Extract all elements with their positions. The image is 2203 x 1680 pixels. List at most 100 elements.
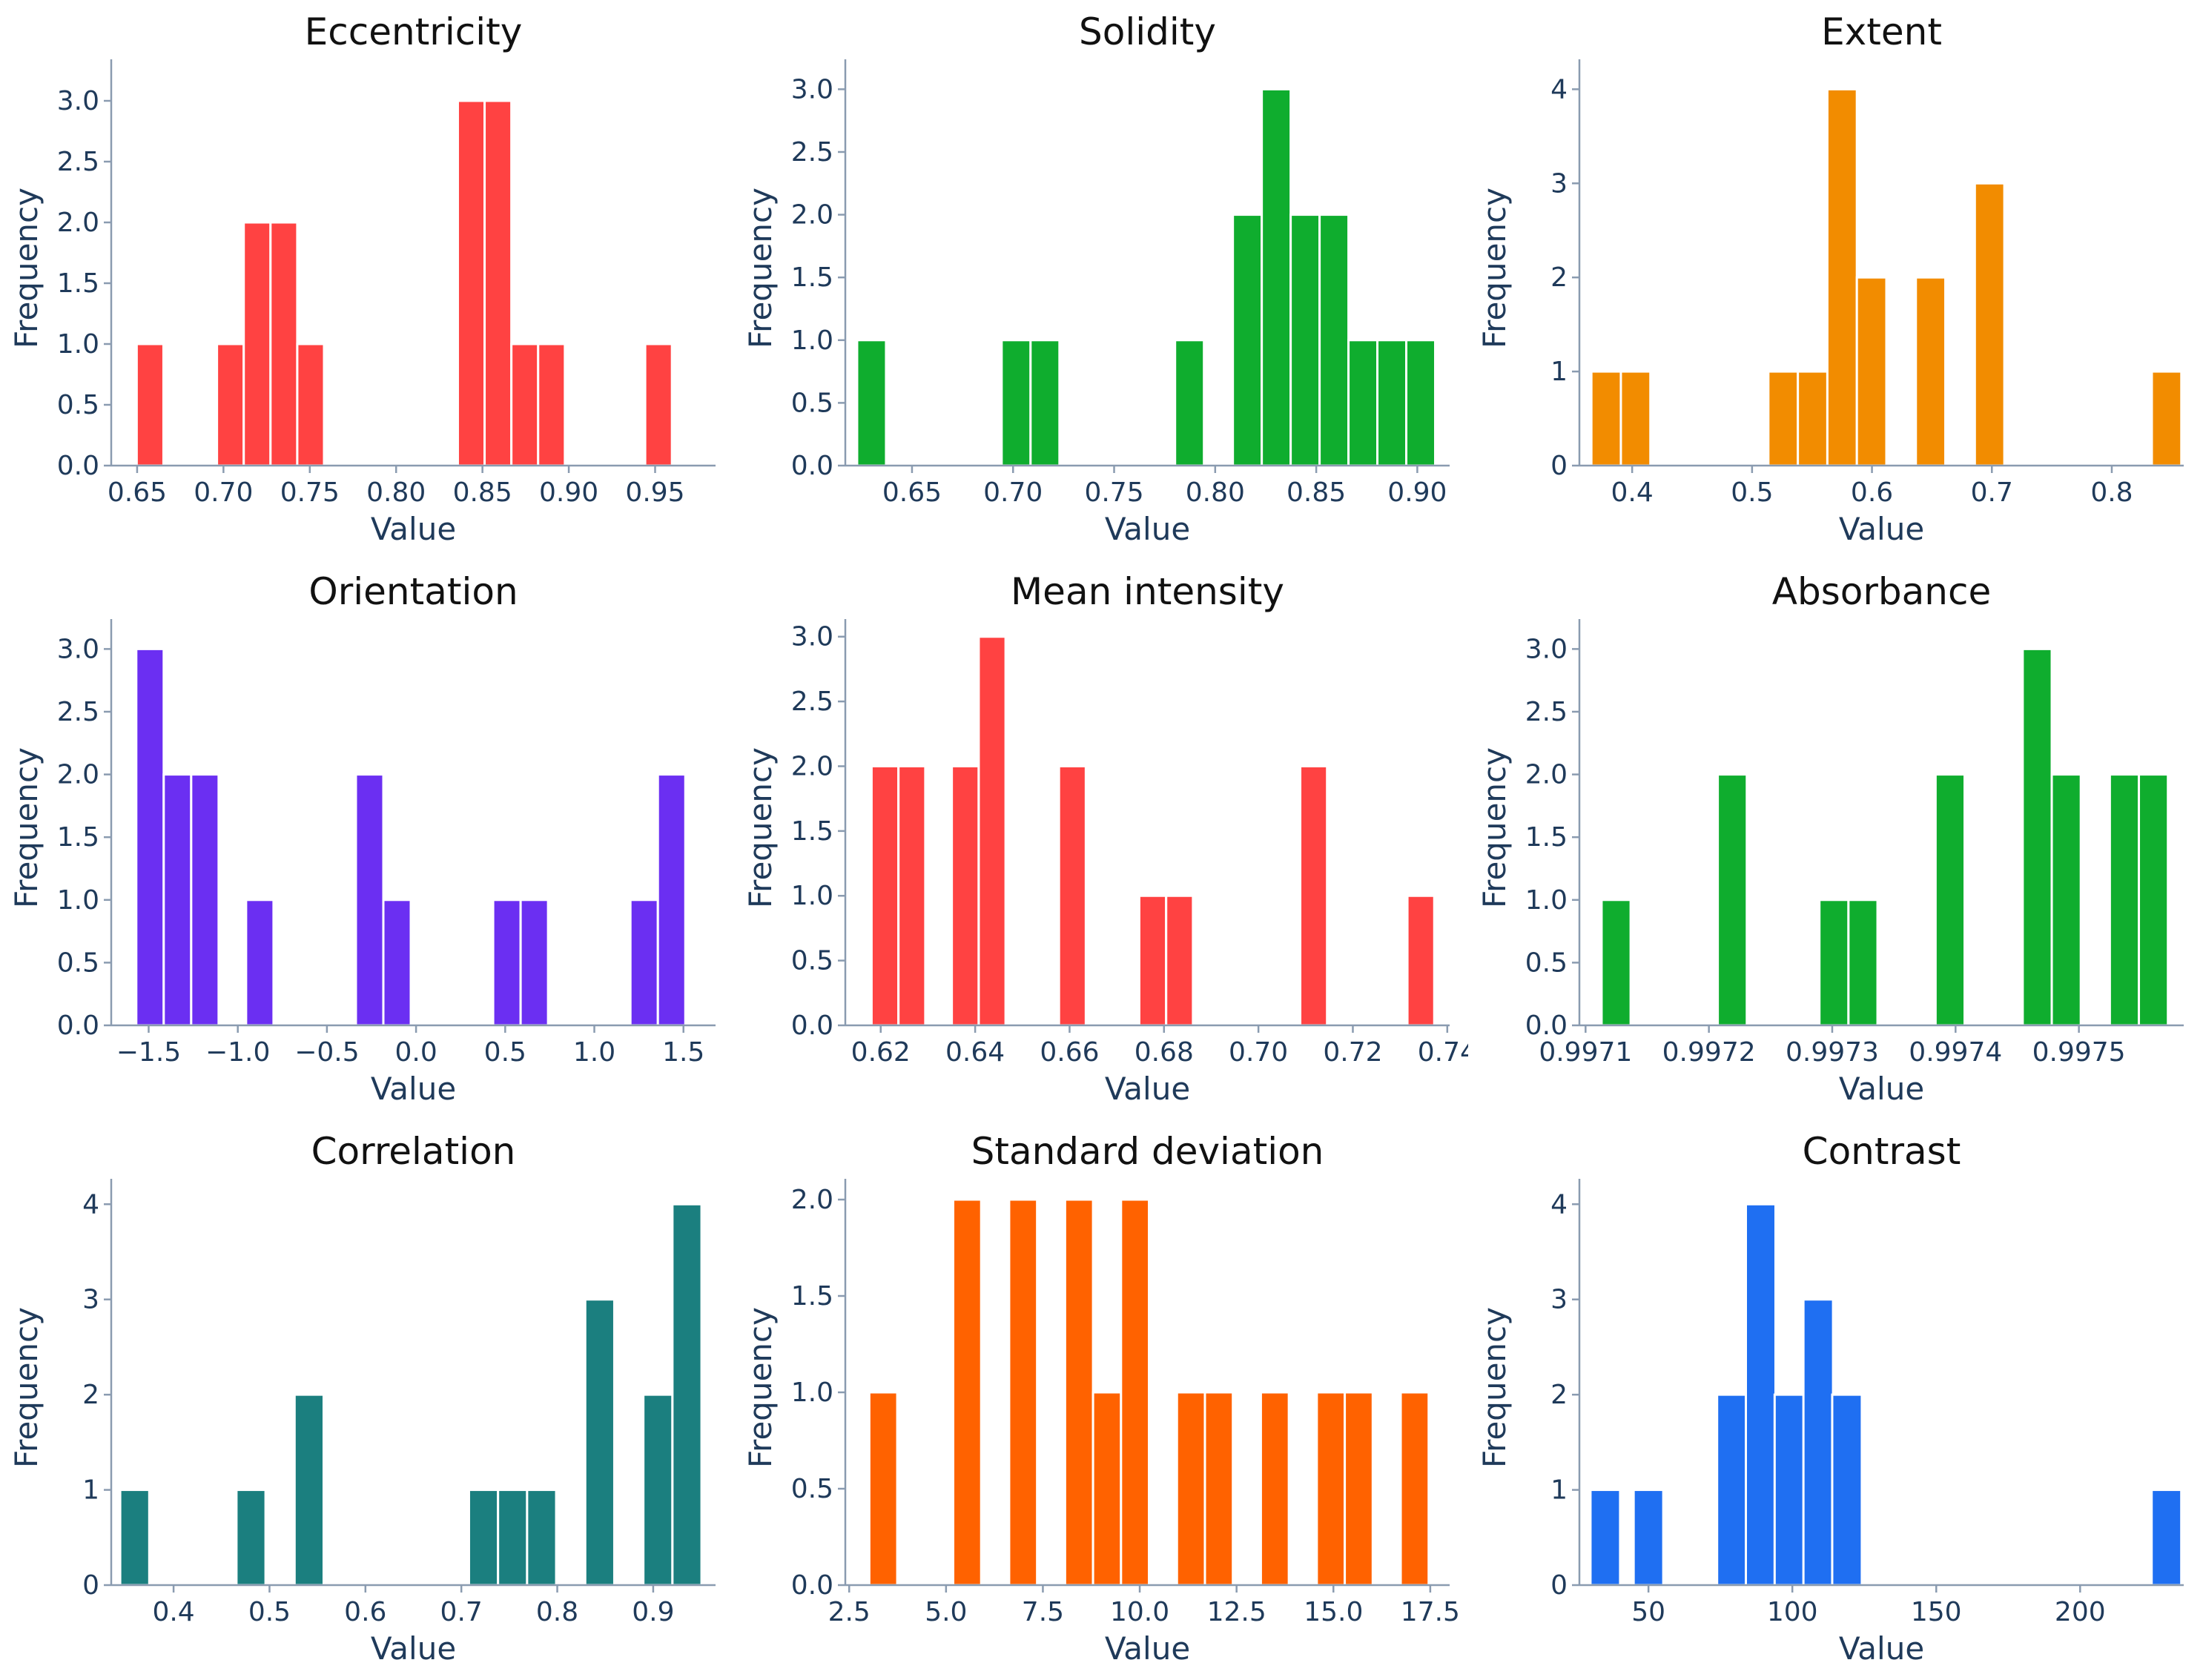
histogram-bar-5 <box>497 1489 529 1587</box>
y-tick-label-1-0: 1.0 <box>791 1378 833 1408</box>
x-tick-label-0-5: 0.5 <box>248 1597 291 1627</box>
histogram-bar-7 <box>1289 214 1321 467</box>
y-tick-label-1-0: 1.0 <box>57 885 99 916</box>
histogram-bar-10 <box>644 343 673 467</box>
histogram-bar-2 <box>216 343 245 467</box>
x-tick-label-0-74: 0.74 <box>1418 1037 1468 1068</box>
y-tick-label-4: 4 <box>1550 74 1568 105</box>
y-tick-label-2: 2 <box>1550 1380 1568 1410</box>
y-tick-label-2-5: 2.5 <box>57 147 99 177</box>
histogram-bar-8 <box>519 899 549 1027</box>
histogram-bar-4 <box>977 635 1007 1027</box>
x-tick-label-7-5: 7.5 <box>1022 1597 1064 1627</box>
x-tick-label-0-62: 0.62 <box>851 1037 911 1068</box>
y-tick-label-2-0: 2.0 <box>791 1185 833 1215</box>
histogram-bar-3 <box>1818 899 1850 1027</box>
y-tick-label-2-0: 2.0 <box>57 208 99 238</box>
x-tick-label-0-4: 0.4 <box>152 1597 194 1627</box>
y-tick-label-0: 0 <box>1550 1570 1568 1601</box>
y-tick-label-4: 4 <box>1550 1189 1568 1220</box>
y-tick-label-2-0: 2.0 <box>791 751 833 781</box>
x-tick-label-0-9975: 0.9975 <box>2032 1037 2126 1068</box>
histogram-bar-8 <box>2108 773 2141 1027</box>
chart-solidity: Solidity 0.65 0.70 0.75 0.80 0.85 0.90 0.0 0.5 1.… <box>742 10 1450 547</box>
y-axis-label: Frequency <box>742 188 779 348</box>
x-tick-label-0-7: 0.7 <box>440 1597 483 1627</box>
chart-eccentricity: Eccentricity 0.65 0.70 0.75 0.80 0.85 0.90 0.95… <box>8 10 716 547</box>
y-tick-label-2-5: 2.5 <box>791 137 833 168</box>
x-tick-label-0-72: 0.72 <box>1323 1037 1382 1068</box>
y-axis-label: Frequency <box>1476 1307 1513 1468</box>
chart-title: Absorbance <box>1772 570 1991 613</box>
histogram-bar-7 <box>483 99 513 467</box>
chart-title: Correlation <box>311 1130 516 1173</box>
x-tick-label-0-90: 0.90 <box>539 477 598 508</box>
y-tick-label-2-5: 2.5 <box>1525 697 1568 727</box>
histogram-bar-2 <box>1619 370 1652 467</box>
histogram-bar-6 <box>1120 1198 1151 1587</box>
chart-extent: Extent 0.4 0.5 0.6 0.7 0.8 0 1 2 3 4 Value Frequency <box>1476 10 2184 547</box>
histogram-bar-1 <box>870 764 900 1027</box>
histogram-bar-4 <box>1745 1203 1777 1587</box>
histogram-bar-5 <box>1826 87 1858 467</box>
y-tick-label-1-5: 1.5 <box>57 268 99 299</box>
y-tick-label-3-0: 3.0 <box>791 74 833 105</box>
y-tick-label-0-0: 0.0 <box>1525 1011 1568 1041</box>
histogram-bar-11 <box>1344 1391 1374 1587</box>
x-tick-label-0-80: 0.80 <box>1186 477 1245 508</box>
histogram-bar-7 <box>1915 276 1947 467</box>
histogram-bar-4 <box>269 221 299 467</box>
histogram-bar-8 <box>642 1393 674 1587</box>
histogram-bar-6 <box>1855 276 1888 467</box>
histogram-bar-1 <box>868 1391 899 1587</box>
x-tick-label-17-5: 17.5 <box>1401 1597 1460 1627</box>
histogram-bar-4 <box>245 899 275 1027</box>
y-tick-label-1-0: 1.0 <box>57 329 99 360</box>
x-tick-label-0-7: 0.7 <box>1971 477 2013 508</box>
chart-orientation: Orientation −1.5 −1.0 −0.5 0.0 0.5 1.0 1.5 0.0 0.… <box>8 570 716 1107</box>
x-tick-label-0-8: 0.8 <box>2090 477 2133 508</box>
x-tick-label-12-5: 12.5 <box>1207 1597 1266 1627</box>
histogram-bar-3 <box>1029 339 1061 467</box>
x-tick-label-0-68: 0.68 <box>1134 1037 1194 1068</box>
y-tick-label-1-0: 1.0 <box>791 881 833 911</box>
x-tick-label-200: 200 <box>2055 1597 2106 1627</box>
y-tick-label-2-0: 2.0 <box>57 760 99 790</box>
histogram-bar-4 <box>1174 339 1206 467</box>
x-axis-label: Value <box>1839 1071 1924 1107</box>
y-tick-label-1-5: 1.5 <box>791 816 833 847</box>
x-tick-label-0-9971: 0.9971 <box>1539 1037 1632 1068</box>
y-axis-label: Frequency <box>8 1307 44 1468</box>
y-tick-label-0-5: 0.5 <box>791 388 833 418</box>
y-tick-label-2: 2 <box>1550 262 1568 293</box>
histogram-bar-10 <box>656 773 687 1027</box>
x-tick-label-0-9974: 0.9974 <box>1909 1037 2002 1068</box>
y-tick-label-0-5: 0.5 <box>791 946 833 976</box>
x-tick-label-1-5: 1.5 <box>662 1037 704 1068</box>
y-tick-label-0-0: 0.0 <box>791 1011 833 1041</box>
y-tick-label-0-5: 0.5 <box>57 390 99 420</box>
histogram-bar-9 <box>537 343 567 467</box>
chart-title: Standard deviation <box>971 1130 1324 1173</box>
y-axis-label: Frequency <box>8 747 44 908</box>
chart-title: Contrast <box>1803 1130 1961 1173</box>
histogram-bar-2 <box>897 764 927 1027</box>
histogram-bar-2 <box>235 1489 267 1587</box>
y-tick-label-1-5: 1.5 <box>791 262 833 293</box>
y-tick-label-3: 3 <box>1550 1285 1568 1315</box>
x-tick-label-0-5: 0.5 <box>484 1037 526 1068</box>
x-tick-label-0-85: 0.85 <box>453 477 512 508</box>
y-tick-label-1-5: 1.5 <box>791 1281 833 1312</box>
x-tick-label-0-6: 0.6 <box>344 1597 386 1627</box>
x-tick-label-0-70: 0.70 <box>1229 1037 1288 1068</box>
histogram-bar-3 <box>951 764 980 1027</box>
y-tick-label-0-5: 0.5 <box>1525 948 1568 978</box>
histogram-bar-1 <box>1600 899 1632 1027</box>
y-tick-label-0-0: 0.0 <box>57 451 99 481</box>
histogram-bar-9 <box>629 899 659 1027</box>
x-tick-label-0-70: 0.70 <box>194 477 253 508</box>
y-axis-label: Frequency <box>8 188 44 348</box>
x-tick-label-0-66: 0.66 <box>1040 1037 1099 1068</box>
x-tick-label-2-5: 2.5 <box>828 1597 871 1627</box>
y-tick-label-1: 1 <box>82 1475 99 1506</box>
